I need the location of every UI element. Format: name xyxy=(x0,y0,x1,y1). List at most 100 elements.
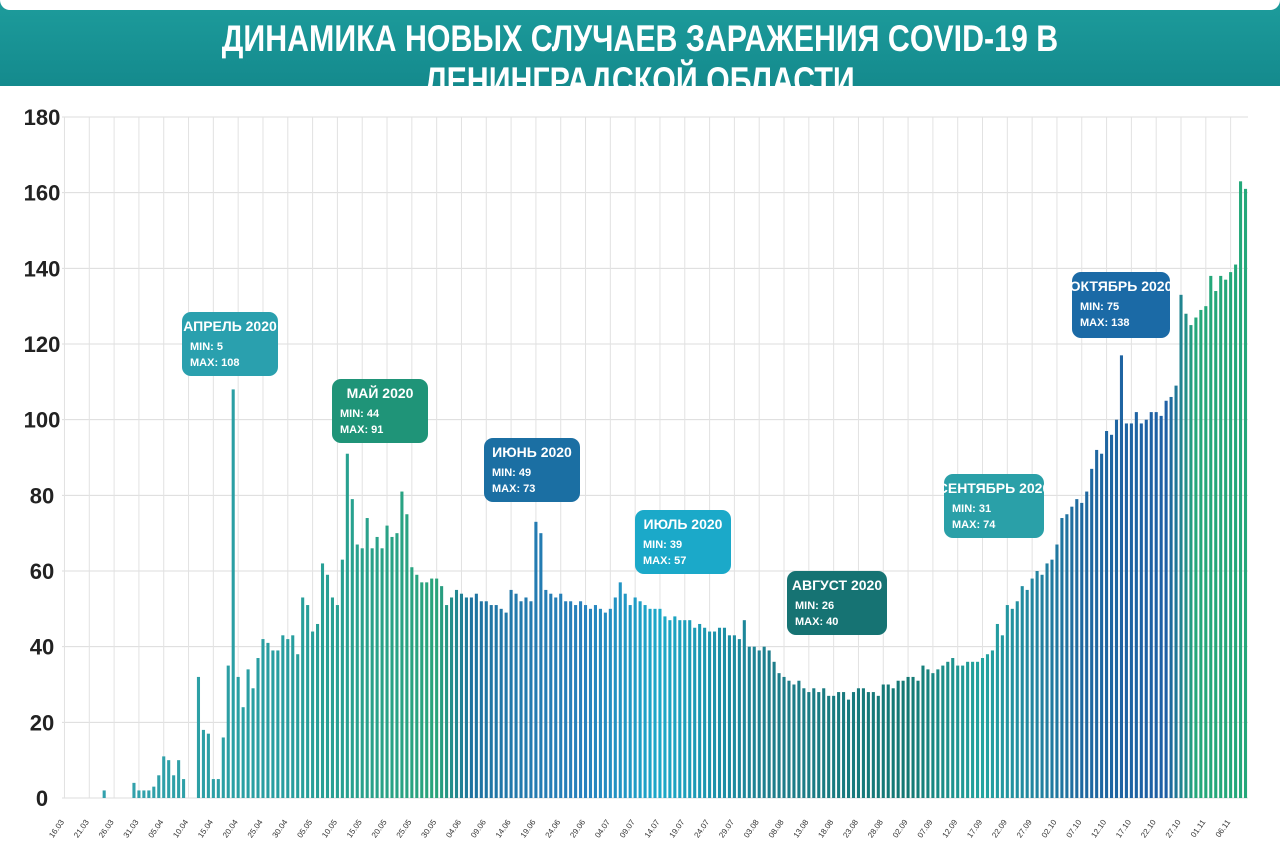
bar xyxy=(162,756,166,798)
bar xyxy=(1065,514,1069,798)
x-tick-label: 17.09 xyxy=(965,818,984,840)
bar xyxy=(574,605,578,798)
bar xyxy=(1050,559,1054,798)
title-band: ДИНАМИКА НОВЫХ СЛУЧАЕВ ЗАРАЖЕНИЯ COVID-1… xyxy=(0,0,1280,101)
bar xyxy=(405,514,409,798)
bar xyxy=(355,544,359,798)
bar xyxy=(1119,355,1123,798)
bar xyxy=(886,684,890,798)
bar xyxy=(593,605,597,798)
bar xyxy=(891,688,895,798)
callout: СЕНТЯБРЬ 2020 MIN: 31 MAX: 74 xyxy=(938,474,1050,538)
bar xyxy=(990,650,994,798)
x-tick-label: 26.03 xyxy=(97,818,116,840)
bar xyxy=(871,692,875,798)
x-tick-label: 15.04 xyxy=(196,818,215,840)
callout-title: АВГУСТ 2020 xyxy=(792,577,882,593)
bar xyxy=(1184,313,1188,798)
bars xyxy=(102,181,1248,798)
bar xyxy=(445,605,449,798)
bar xyxy=(911,676,915,798)
x-tick-label: 25.04 xyxy=(246,818,265,840)
bar xyxy=(936,669,940,798)
callout-box xyxy=(1072,272,1170,338)
bar xyxy=(583,605,588,798)
bar xyxy=(1194,317,1198,798)
bar xyxy=(921,665,925,798)
bar xyxy=(1239,181,1243,798)
x-tick-label: 14.06 xyxy=(494,818,513,840)
bar xyxy=(286,639,290,798)
bar xyxy=(380,548,384,798)
bar xyxy=(196,676,201,798)
callout-max: MAX: 91 xyxy=(340,424,383,436)
bar xyxy=(613,597,617,798)
bar xyxy=(1144,419,1148,798)
bar xyxy=(454,589,459,798)
bar xyxy=(1005,605,1009,798)
x-tick-label: 22.10 xyxy=(1139,818,1158,840)
bar xyxy=(638,601,642,798)
bar xyxy=(345,453,349,798)
bar xyxy=(1080,502,1084,798)
y-tick-label: 160 xyxy=(24,181,61,206)
bar xyxy=(316,623,320,798)
x-tick-label: 20.04 xyxy=(221,818,240,840)
bar xyxy=(643,605,647,798)
bar xyxy=(1204,306,1208,798)
bar xyxy=(1035,571,1039,798)
bar xyxy=(1000,635,1004,798)
bar xyxy=(1243,188,1248,798)
y-tick-label: 20 xyxy=(30,710,54,735)
bar xyxy=(102,790,106,798)
bar xyxy=(633,597,637,798)
bar xyxy=(559,593,563,798)
bar xyxy=(484,601,488,798)
bar xyxy=(350,499,354,798)
bar xyxy=(395,533,399,798)
bar xyxy=(603,612,607,798)
bar xyxy=(837,692,841,798)
bar xyxy=(216,779,220,798)
bar xyxy=(628,605,632,798)
x-tick-label: 07.09 xyxy=(916,818,935,840)
x-tick-label: 27.10 xyxy=(1164,818,1183,840)
callout-box xyxy=(787,571,887,635)
bar xyxy=(1164,400,1168,798)
bar xyxy=(400,491,404,798)
bar xyxy=(256,658,260,798)
x-tick-label: 09.07 xyxy=(618,818,637,840)
callout-min: MIN: 39 xyxy=(643,539,682,551)
callout: ИЮНЬ 2020 MIN: 49 MAX: 73 xyxy=(484,438,580,502)
bar xyxy=(157,775,161,798)
x-tick-label: 10.05 xyxy=(320,818,339,840)
bar xyxy=(807,692,811,798)
bar xyxy=(1095,449,1099,798)
bar xyxy=(797,680,801,798)
bar xyxy=(757,650,761,798)
bar xyxy=(564,601,568,798)
bar xyxy=(663,616,667,798)
bar xyxy=(851,692,856,798)
bar xyxy=(767,650,771,798)
bar xyxy=(1214,291,1218,798)
y-tick-label: 0 xyxy=(36,786,48,811)
x-tick-label: 27.09 xyxy=(1015,818,1034,840)
x-tick-label: 22.09 xyxy=(990,818,1009,840)
bar xyxy=(876,695,880,798)
bar xyxy=(762,646,766,798)
bar xyxy=(752,646,756,798)
bar xyxy=(1114,419,1119,798)
x-tick-label: 29.06 xyxy=(568,818,587,840)
bar xyxy=(926,669,930,798)
y-tick-label: 120 xyxy=(24,332,61,357)
bar xyxy=(450,597,454,798)
bar xyxy=(296,654,300,798)
x-tick-label: 14.07 xyxy=(643,818,662,840)
bar xyxy=(539,533,543,798)
bar xyxy=(693,627,697,798)
bar xyxy=(137,790,141,798)
bar xyxy=(167,760,171,798)
bar xyxy=(430,578,434,798)
bar xyxy=(276,650,280,798)
